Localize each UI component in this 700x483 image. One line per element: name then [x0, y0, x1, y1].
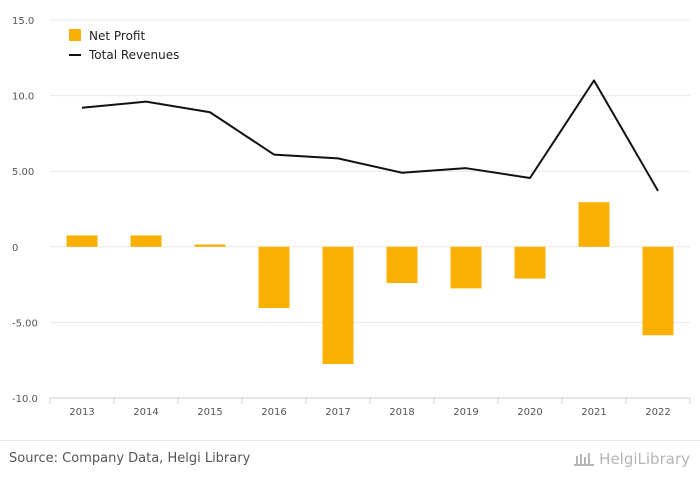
legend-swatch-net-profit — [69, 29, 81, 41]
x-tick-label: 2022 — [645, 407, 670, 418]
y-tick-label: 10.0 — [12, 92, 34, 103]
bar-net-profit-2022 — [642, 246, 674, 336]
bar-net-profit-2013 — [66, 235, 98, 247]
bar-net-profit-2019 — [450, 246, 482, 289]
x-tick-label: 2016 — [261, 407, 286, 418]
y-tick-label: 0 — [12, 243, 18, 254]
line-series — [81, 79, 659, 192]
line-total-revenues — [81, 79, 659, 192]
y-tick-label: -5.00 — [12, 318, 38, 329]
bar-net-profit-2021 — [578, 202, 610, 247]
y-tick-label: -10.0 — [12, 394, 38, 405]
chart-svg: 15.0 10.0 5.00 0 -5.00 -10.0 2013 2014 2015 2016… — [12, 16, 691, 418]
library-icon — [574, 453, 595, 466]
x-tick-label: 2014 — [133, 407, 158, 418]
brand-name: HelgiLibrary — [599, 450, 690, 468]
bar-net-profit-2017 — [322, 246, 354, 364]
y-tick-label: 15.0 — [12, 16, 34, 27]
x-tick-label: 2013 — [69, 407, 94, 418]
x-tick-label: 2020 — [517, 407, 542, 418]
x-tick-label: 2019 — [453, 407, 478, 418]
bar-net-profit-2018 — [386, 246, 418, 284]
y-axis: 15.0 10.0 5.00 0 -5.00 -10.0 — [12, 16, 38, 405]
footer-divider — [0, 440, 700, 441]
bar-net-profit-2015 — [194, 244, 226, 247]
x-axis: 2013 2014 2015 2016 2017 2018 2019 2020 2021 2022 — [49, 397, 691, 418]
x-tick-label: 2021 — [581, 407, 606, 418]
bar-net-profit-2016 — [258, 246, 290, 309]
brand-logo[interactable]: HelgiLibrary — [573, 450, 690, 468]
bar-series — [66, 202, 674, 364]
bar-net-profit-2020 — [514, 246, 546, 279]
x-tick-label: 2017 — [325, 407, 350, 418]
x-tick-label: 2015 — [197, 407, 222, 418]
source-note: Source: Company Data, Helgi Library — [9, 451, 251, 466]
legend-label-total-revenues: Total Revenues — [88, 48, 179, 62]
legend: Net Profit Total Revenues — [69, 29, 179, 62]
legend-label-net-profit: Net Profit — [89, 29, 145, 43]
y-tick-label: 5.00 — [12, 167, 34, 178]
x-tick-label: 2018 — [389, 407, 414, 418]
bar-net-profit-2014 — [130, 235, 162, 247]
